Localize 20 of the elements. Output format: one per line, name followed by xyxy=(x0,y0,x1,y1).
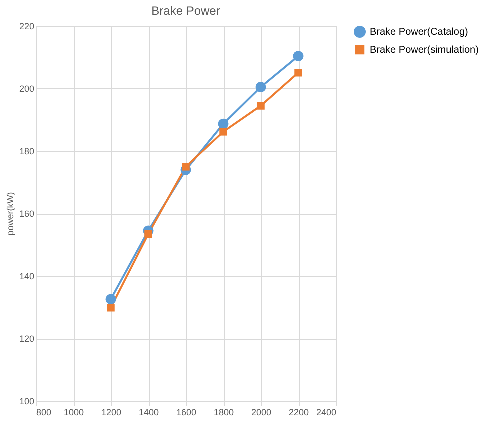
y-tick-label: 180 xyxy=(19,146,34,156)
y-tick-label: 200 xyxy=(19,84,34,94)
y-tick-label: 120 xyxy=(19,334,34,344)
x-tick-label: 1000 xyxy=(64,408,84,418)
x-tick-label: 1600 xyxy=(176,408,197,418)
x-tick-label: 800 xyxy=(36,408,52,418)
x-tick-label: 1400 xyxy=(138,408,160,418)
x-tick-label: 2200 xyxy=(288,408,310,418)
legend-label: Brake Power(Catalog) xyxy=(370,27,468,38)
x-tick-label: 2400 xyxy=(316,408,336,418)
y-axis-title: power(kW) xyxy=(5,192,16,236)
y-tick-label: 160 xyxy=(19,209,34,219)
y-tick-label: 100 xyxy=(19,396,34,406)
x-tick-label: 1200 xyxy=(101,408,122,418)
y-tick-label: 220 xyxy=(19,22,34,32)
y-tick-label: 140 xyxy=(19,272,34,282)
x-tick-label: 1800 xyxy=(214,408,234,418)
legend-label: Brake Power(simulation) xyxy=(370,45,479,56)
x-tick-label: 2000 xyxy=(251,408,272,418)
chart-title: Brake Power xyxy=(152,4,220,18)
